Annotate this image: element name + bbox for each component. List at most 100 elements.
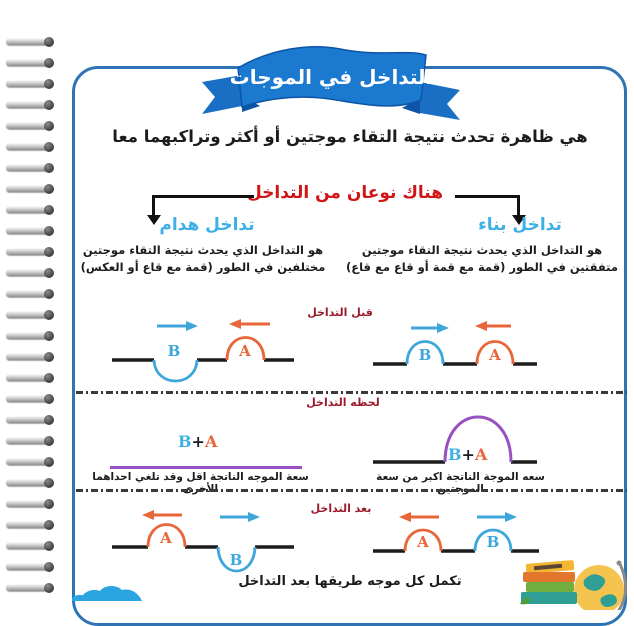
spiral-ring-bar [6, 164, 48, 171]
spiral-ring-knob [44, 331, 54, 341]
spiral-ring-knob [44, 58, 54, 68]
spiral-binding [0, 0, 62, 601]
title-banner: التداخل في الموجات [202, 46, 460, 120]
wave-diagram-after-destructive: A B [112, 510, 294, 573]
crest-pulse-b [405, 340, 445, 365]
spiral-ring-icon [6, 478, 58, 488]
pulse-a-label: A [159, 529, 172, 547]
spiral-ring-icon [6, 541, 58, 551]
content-frame [72, 66, 627, 626]
destructive-definition: هو التداخل الذي يحدث نتيجة التقاء موجتين… [80, 243, 326, 275]
resultant-label-destructive: B+A [178, 432, 217, 451]
spiral-ring-knob [44, 478, 54, 488]
trough-pulse-b [216, 546, 257, 573]
spiral-ring-icon [6, 268, 58, 278]
spiral-ring-bar [6, 38, 48, 45]
spiral-ring-knob [44, 226, 54, 236]
pulse-a-label: A [238, 342, 251, 360]
spiral-ring-knob [44, 562, 54, 572]
branch-line-left-vertical [152, 195, 155, 217]
bird-body-icon [80, 585, 142, 601]
pulse-a-label: A [416, 533, 429, 551]
spiral-ring-icon [6, 163, 58, 173]
spiral-ring-bar [6, 290, 48, 297]
spiral-ring-knob [44, 352, 54, 362]
spiral-ring-bar [6, 269, 48, 276]
spiral-ring-knob [44, 121, 54, 131]
pulse-b-label: B [487, 533, 500, 551]
spiral-ring-icon [6, 37, 58, 47]
pulse-b-label: B [168, 342, 181, 360]
destructive-heading: تداخل هدام [159, 215, 255, 235]
sum-b: B [178, 432, 192, 451]
spiral-ring-icon [6, 100, 58, 110]
spiral-ring-icon [6, 310, 58, 320]
spiral-ring-knob [44, 373, 54, 383]
spiral-ring-bar [6, 122, 48, 129]
spiral-ring-knob [44, 436, 54, 446]
spiral-ring-knob [44, 310, 54, 320]
spiral-ring-bar [6, 542, 48, 549]
branch-arrow-left-icon [147, 215, 161, 225]
trough-pulse-b [152, 359, 199, 383]
spiral-ring-bar [6, 143, 48, 150]
wave-diagram-during-constructive [373, 415, 537, 464]
spiral-ring-bar [6, 458, 48, 465]
spiral-ring-knob [44, 520, 54, 530]
sum-a: A [204, 432, 218, 451]
spiral-ring-icon [6, 205, 58, 215]
spiral-ring-knob [44, 79, 54, 89]
wave-diagram-before-constructive: B A [373, 321, 537, 366]
spiral-ring-icon [6, 226, 58, 236]
spiral-ring-icon [6, 457, 58, 467]
spiral-ring-knob [44, 457, 54, 467]
spiral-ring-bar [6, 374, 48, 381]
stage-before-label: قبل التداخل [307, 306, 373, 319]
spiral-ring-icon [6, 121, 58, 131]
crest-pulse-a [475, 340, 515, 365]
spiral-ring-icon [6, 520, 58, 530]
intro-definition: هي ظاهرة تحدث نتيجة التقاء موجتين أو أكث… [112, 127, 588, 146]
spiral-ring-knob [44, 163, 54, 173]
branch-line-left-horizontal [152, 195, 254, 198]
branch-header: هناك نوعان من التداخل [246, 183, 444, 203]
spiral-ring-bar [6, 248, 48, 255]
spiral-ring-bar [6, 521, 48, 528]
constructive-definition: هو التداخل الذي يحدث نتيجة التقاء موجتين… [346, 243, 618, 275]
banner-right-tail [420, 82, 460, 120]
spiral-ring-knob [44, 100, 54, 110]
books-and-globe-illustration [520, 560, 627, 610]
constructive-heading: تداخل بناء [478, 215, 562, 235]
pulse-a-arrowhead-icon [475, 321, 487, 331]
spiral-ring-bar [6, 500, 48, 507]
dotted-separator [76, 391, 627, 394]
spiral-ring-icon [6, 247, 58, 257]
spiral-ring-knob [44, 394, 54, 404]
banner-title: التداخل في الموجات [230, 65, 433, 90]
spiral-ring-bar [6, 311, 48, 318]
crest-pulse-b [473, 528, 513, 552]
stage-after-label: بعد التداخل [310, 502, 372, 515]
spiral-ring-icon [6, 331, 58, 341]
spiral-ring-bar [6, 437, 48, 444]
spiral-ring-bar [6, 206, 48, 213]
banner-left-tail [202, 75, 242, 114]
spiral-ring-knob [44, 184, 54, 194]
spiral-ring-knob [44, 541, 54, 551]
dotted-separator [76, 489, 627, 492]
wave-diagram-after-constructive: A B [373, 512, 539, 553]
book-orange [523, 572, 575, 582]
branch-line-right-horizontal [455, 195, 520, 198]
spiral-ring-knob [44, 205, 54, 215]
spiral-ring-knob [44, 268, 54, 278]
spiral-ring-bar [6, 59, 48, 66]
bird-illustration [72, 585, 142, 601]
stage-during-label: لحظه التداخل [306, 396, 380, 409]
sum-plus: + [191, 432, 205, 451]
crest-pulse-a [146, 523, 187, 548]
spiral-ring-icon [6, 415, 58, 425]
pulse-b-label: B [419, 346, 432, 364]
book-green [526, 582, 574, 592]
spiral-ring-knob [44, 142, 54, 152]
